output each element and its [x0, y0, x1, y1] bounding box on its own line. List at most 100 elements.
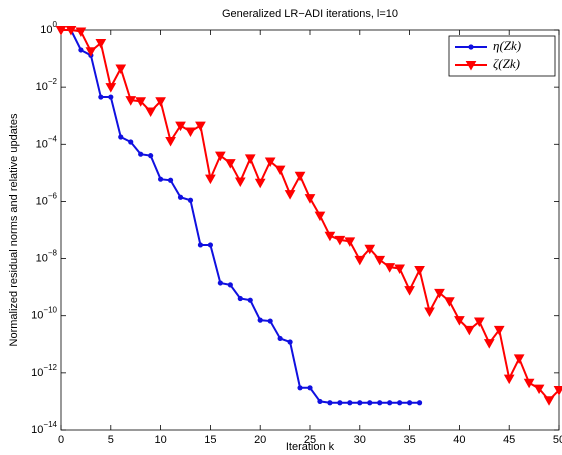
marker — [533, 384, 545, 395]
marker — [513, 354, 525, 364]
marker — [118, 134, 124, 140]
marker — [177, 194, 184, 200]
marker — [234, 177, 246, 187]
x-axis-label: Iteration k — [286, 441, 335, 453]
marker — [324, 231, 336, 242]
marker — [416, 400, 423, 406]
chart-title: Generalized LR−ADI iterations, l=10 — [222, 8, 398, 20]
marker — [55, 26, 67, 36]
marker — [543, 396, 555, 406]
marker — [65, 26, 77, 36]
x-tick-label: 15 — [204, 434, 216, 446]
marker — [407, 400, 413, 406]
marker — [75, 27, 87, 37]
marker — [185, 127, 196, 138]
x-tick-label: 5 — [108, 434, 114, 446]
marker — [444, 297, 455, 307]
marker — [277, 335, 283, 342]
y-tick-label: 100 — [40, 20, 57, 36]
x-tick-label: 45 — [503, 434, 515, 446]
marker — [167, 177, 174, 183]
series-line — [61, 29, 420, 404]
marker — [434, 288, 445, 299]
plot-frame — [60, 29, 560, 431]
marker — [284, 190, 296, 200]
x-tick-label: 0 — [58, 434, 64, 446]
x-tick-label: 50 — [553, 434, 562, 446]
marker — [207, 242, 213, 248]
legend: η(Zk) ζ(Zk) — [448, 35, 556, 77]
x-tick-label: 40 — [453, 434, 465, 446]
marker — [327, 400, 333, 406]
marker — [344, 237, 356, 247]
marker — [337, 400, 343, 406]
marker — [384, 263, 396, 273]
marker — [148, 153, 154, 159]
x-tick-label: 30 — [354, 434, 366, 446]
marker — [374, 255, 386, 266]
marker — [523, 378, 535, 389]
marker — [158, 176, 164, 182]
marker — [354, 255, 366, 266]
marker — [138, 151, 144, 157]
marker — [267, 318, 273, 324]
marker — [287, 339, 293, 345]
y-axis-label: Normalized residual norms and relative u… — [8, 113, 20, 346]
y-tick-label: 10−4 — [36, 134, 58, 150]
marker — [85, 47, 97, 57]
x-tick-label: 35 — [403, 434, 415, 446]
marker — [493, 325, 505, 336]
marker — [108, 94, 114, 100]
x-tick-label: 10 — [154, 434, 166, 446]
marker — [473, 317, 485, 327]
marker — [317, 398, 323, 405]
y-tick-label: 10−10 — [31, 306, 57, 322]
marker — [205, 174, 216, 185]
marker — [254, 178, 266, 189]
marker — [105, 83, 117, 93]
marker — [464, 325, 475, 336]
marker — [454, 316, 465, 326]
marker — [553, 386, 562, 396]
marker — [424, 307, 435, 318]
marker — [357, 400, 363, 406]
marker — [115, 64, 127, 74]
marker — [397, 400, 403, 406]
marker — [483, 339, 495, 349]
legend-label: η(Zk) — [493, 38, 521, 53]
y-tick-label: 10−8 — [36, 249, 58, 265]
marker — [95, 39, 107, 49]
marker — [227, 282, 233, 288]
marker — [264, 157, 276, 168]
legend-label: ζ(Zk) — [493, 56, 520, 71]
y-tick-label: 10−12 — [31, 363, 57, 379]
marker — [468, 44, 474, 50]
y-tick-label: 10−2 — [36, 77, 58, 93]
marker — [175, 121, 186, 132]
legend-box — [448, 35, 556, 77]
marker — [414, 265, 425, 276]
marker — [217, 280, 223, 286]
marker — [404, 286, 415, 296]
marker — [297, 385, 303, 391]
marker — [503, 374, 515, 385]
marker — [347, 400, 353, 406]
y-tick-label: 10−14 — [31, 420, 57, 436]
marker — [145, 107, 156, 118]
marker — [274, 165, 286, 176]
y-tick-label: 10−6 — [36, 192, 58, 208]
marker — [307, 385, 313, 391]
marker — [125, 96, 137, 106]
x-tick-label: 25 — [304, 434, 316, 446]
marker — [165, 137, 176, 147]
marker — [187, 197, 194, 203]
marker — [364, 244, 376, 255]
marker — [237, 295, 243, 302]
marker — [367, 400, 373, 406]
marker — [334, 235, 346, 246]
marker — [314, 211, 326, 222]
marker — [98, 94, 104, 100]
x-tick-label: 20 — [254, 434, 266, 446]
marker — [155, 97, 166, 107]
